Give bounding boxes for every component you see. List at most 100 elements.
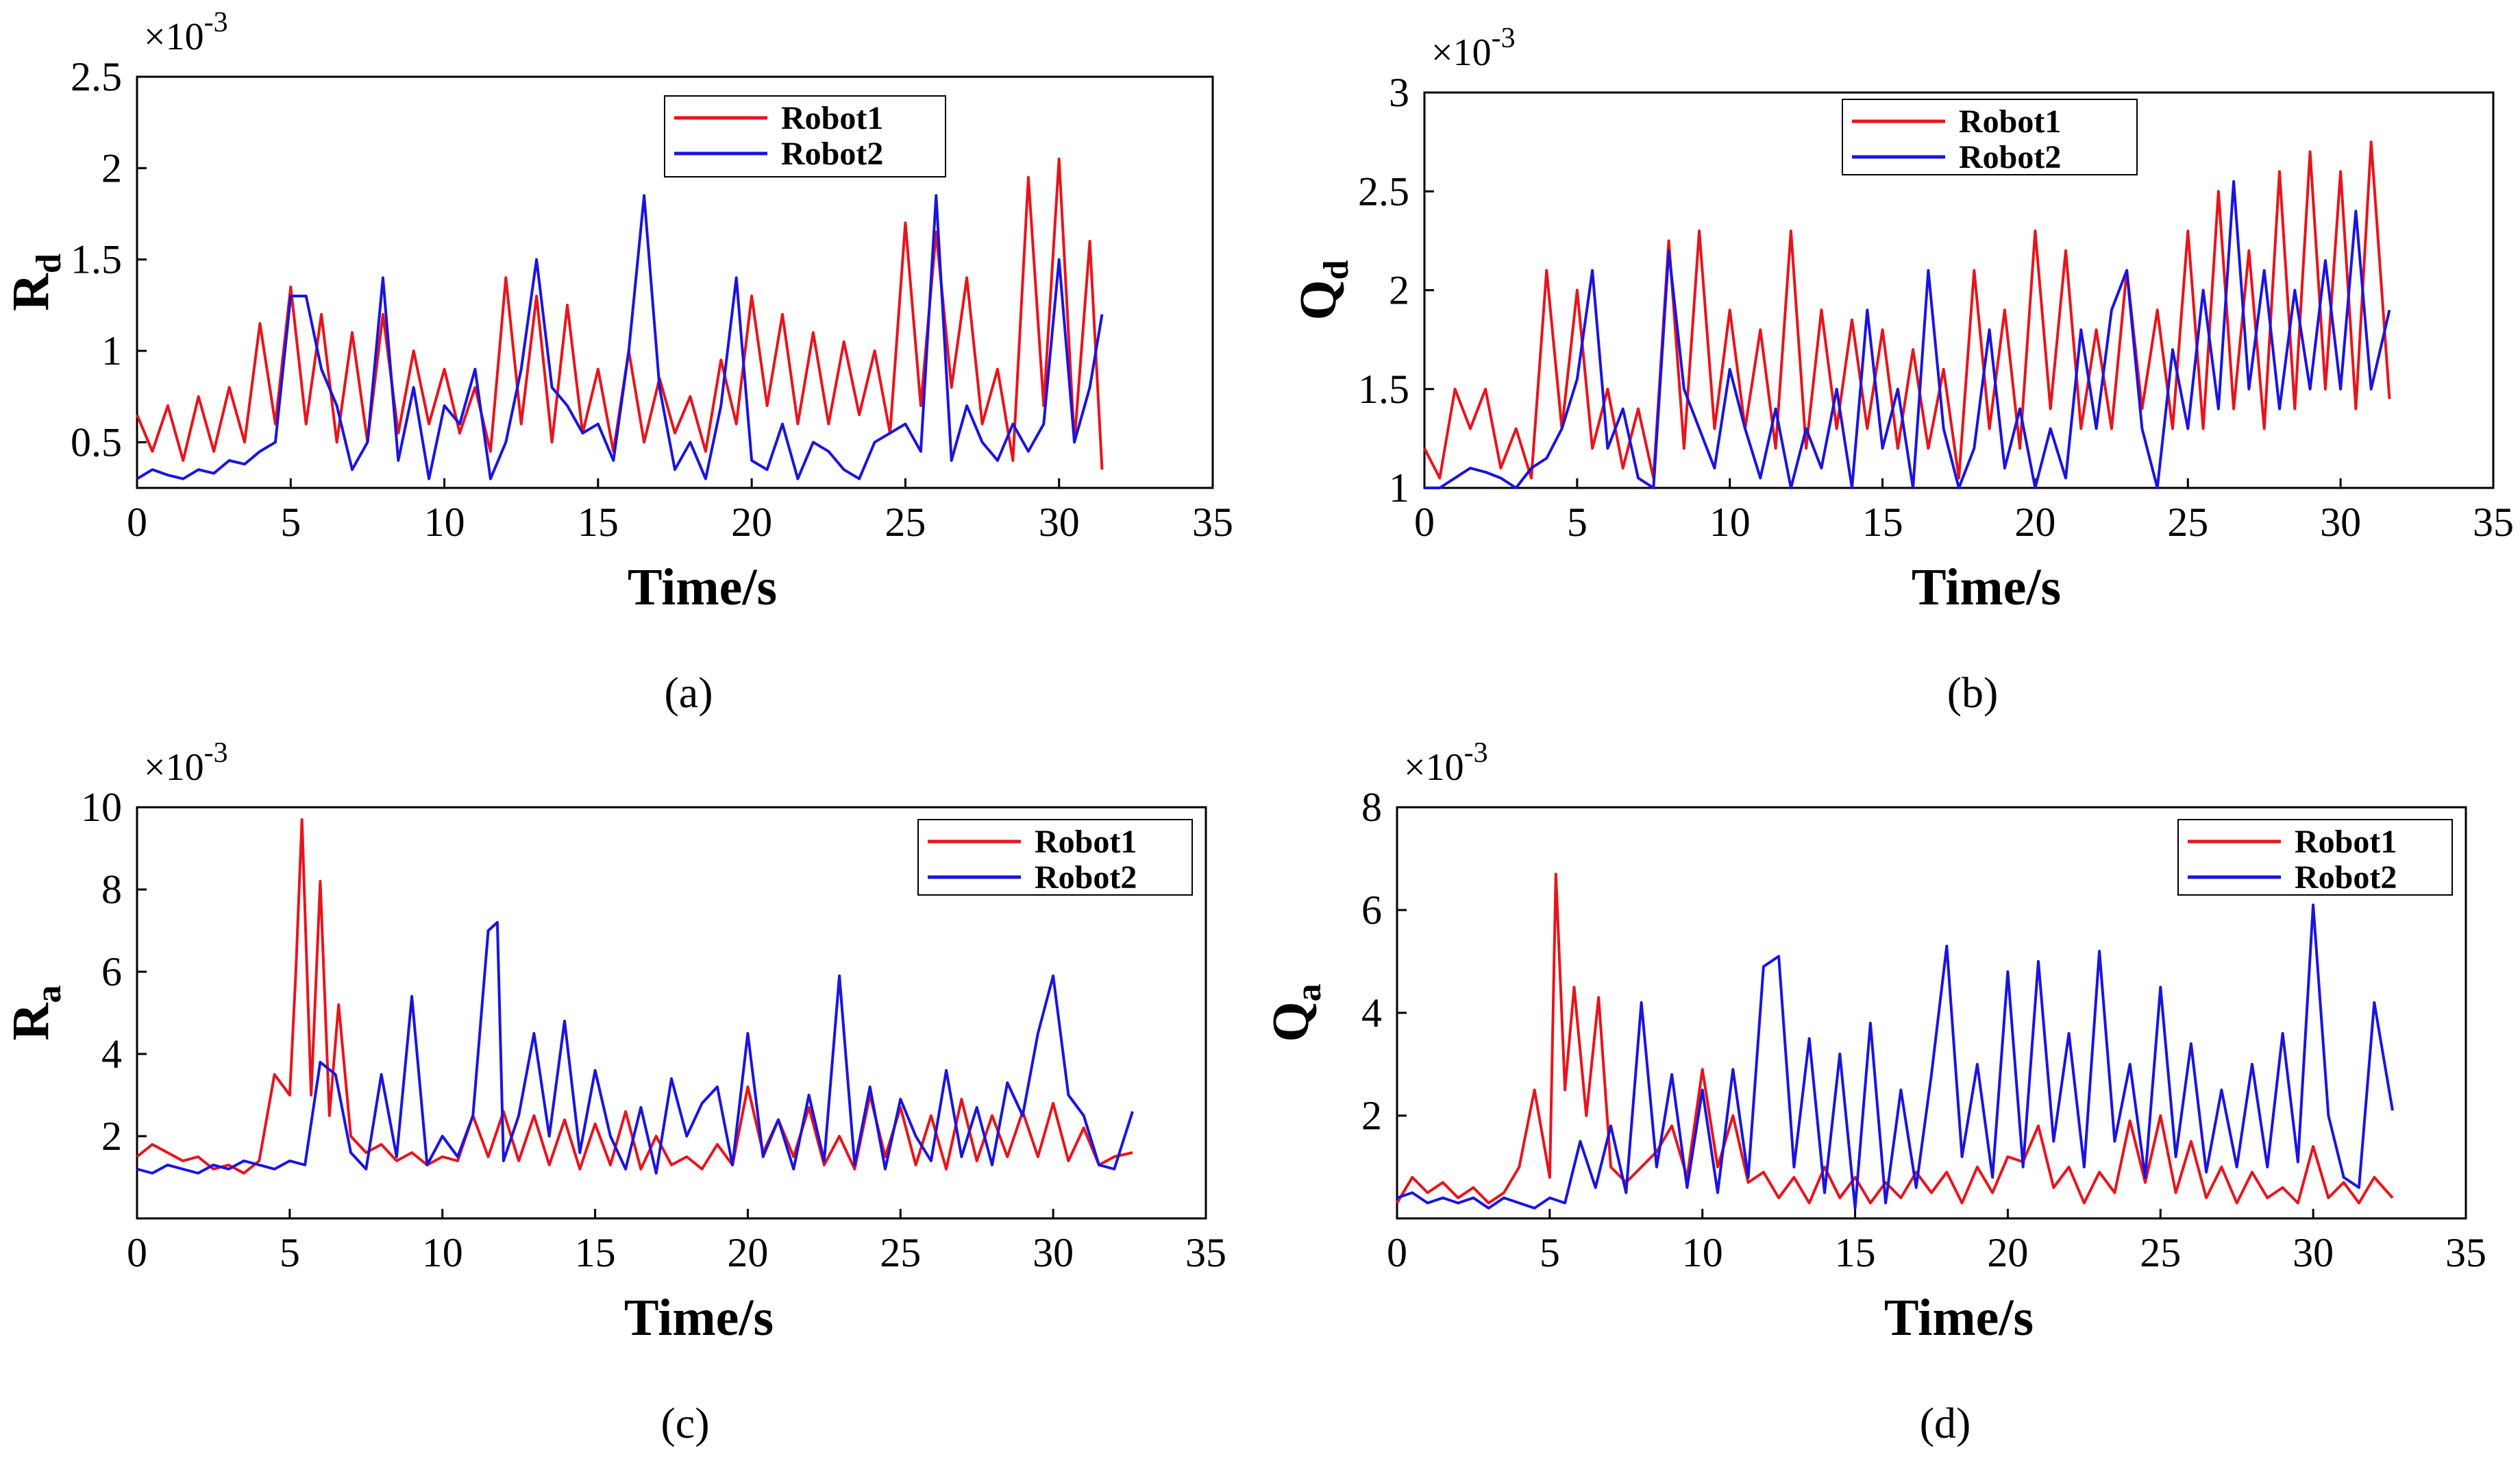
- x-tick-label: 30: [2293, 1230, 2334, 1275]
- x-tick-label: 20: [2014, 500, 2055, 545]
- plot-frame: [136, 75, 1214, 489]
- panel-label: (d): [1920, 1399, 1971, 1447]
- x-tick-label: 20: [731, 500, 772, 545]
- legend-box: [1842, 99, 2138, 175]
- panel-a: 0 5 10 15 20 25 30 35 0.5 1 1.5 2 2.5 ×10-3 Rd Time/s (a…: [0, 0, 1260, 730]
- plot-frame: [136, 806, 1207, 1220]
- x-tick-label: 15: [1835, 1230, 1876, 1275]
- axis-multiplier-base: ×10: [144, 746, 204, 789]
- y-axis-label-sub: d: [1317, 260, 1356, 280]
- x-tick-label: 10: [1709, 500, 1751, 545]
- legend-label-robot1: Robot1: [1035, 824, 1137, 860]
- x-tick-label: 10: [424, 500, 465, 545]
- y-tick-label: 6: [1361, 887, 1382, 933]
- x-tick-label: 0: [127, 1230, 147, 1275]
- y-tick-label: 1.5: [71, 237, 122, 282]
- x-tick-label: 35: [2445, 1230, 2486, 1275]
- chart-svg: 0 5 10 15 20 25 30 35 2 4 6 8 ×10-3 Qa Time/s (d) Robot1…: [1262, 737, 2486, 1447]
- series-line-robot2: [136, 921, 1134, 1175]
- legend-label-robot1: Robot1: [1959, 103, 2061, 140]
- y-tick-label: 2.5: [71, 54, 122, 99]
- legend-label-robot1: Robot1: [2295, 824, 2397, 860]
- legend-box: [2177, 819, 2453, 896]
- panel-label: (b): [1947, 668, 1999, 717]
- y-tick-label: 1: [1389, 465, 1409, 511]
- axis-multiplier-exponent: -3: [1464, 737, 1488, 769]
- x-tick-label: 30: [2320, 500, 2361, 545]
- axis-multiplier-exponent: -3: [204, 7, 228, 38]
- x-tick-label: 0: [1387, 1230, 1407, 1275]
- x-tick-label: 25: [880, 1230, 921, 1275]
- y-axis-label-sub: a: [29, 985, 69, 1003]
- axis-multiplier: ×10-3: [1431, 23, 1516, 74]
- y-axis-label: Qa: [1262, 983, 1329, 1042]
- axis-multiplier-base: ×10: [1431, 32, 1492, 74]
- axis-multiplier-base: ×10: [1404, 746, 1464, 789]
- series-line-robot2: [136, 194, 1104, 480]
- axis-multiplier: ×10-3: [144, 737, 228, 789]
- y-axis-label-main: R: [2, 1002, 60, 1040]
- x-tick-label: 25: [2167, 500, 2208, 545]
- y-axis-label-sub: d: [29, 254, 69, 273]
- y-axis-label-main: R: [2, 273, 60, 311]
- x-axis-label: Time/s: [624, 1289, 774, 1347]
- panel-d: 0 5 10 15 20 25 30 35 2 4 6 8 ×10-3 Qa Time/s (d) Robot1…: [1260, 730, 2520, 1461]
- panel-b: 0 5 10 15 20 25 30 35 1 1.5 2 2.5 3 ×10-3 Qd Time/s (b) R…: [1260, 0, 2520, 730]
- x-tick-label: 15: [578, 500, 619, 545]
- y-tick-label: 2: [101, 145, 122, 191]
- x-tick-label: 5: [1567, 500, 1588, 545]
- series-line-robot1: [1423, 140, 2391, 480]
- x-axis-label: Time/s: [1884, 1289, 2034, 1347]
- y-tick-label: 2: [1389, 268, 1409, 313]
- panel-c: 0 5 10 15 20 25 30 35 2 4 6 8 10 ×10-3 Ra Time/s (c) Robo…: [0, 730, 1260, 1461]
- axis-multiplier: ×10-3: [144, 7, 228, 58]
- y-tick-label: 6: [101, 949, 122, 994]
- x-tick-label: 10: [1682, 1230, 1723, 1275]
- legend-box: [664, 95, 946, 177]
- legend-box: [917, 819, 1193, 896]
- y-axis-label-sub: a: [1289, 983, 1329, 1001]
- legend-label-robot2: Robot2: [1959, 139, 2061, 175]
- x-tick-label: 35: [2473, 500, 2514, 545]
- y-tick-label: 4: [1361, 990, 1382, 1035]
- series-line-robot2: [1424, 180, 2391, 489]
- y-tick-label: 8: [1361, 785, 1382, 830]
- axis-multiplier-exponent: -3: [1492, 23, 1516, 54]
- x-tick-label: 25: [2140, 1230, 2181, 1275]
- legend-label-robot2: Robot2: [2295, 859, 2397, 896]
- x-tick-label: 5: [280, 500, 301, 545]
- y-axis-label: Qd: [1289, 260, 1356, 320]
- x-tick-label: 15: [1862, 500, 1903, 545]
- x-tick-label: 5: [280, 1230, 300, 1275]
- y-axis-label: Ra: [2, 985, 69, 1041]
- x-tick-label: 20: [1987, 1230, 2028, 1275]
- x-tick-label: 35: [1185, 1230, 1226, 1275]
- y-tick-label: 8: [101, 867, 122, 912]
- x-tick-label: 15: [575, 1230, 616, 1275]
- y-tick-label: 10: [81, 785, 122, 830]
- x-tick-label: 20: [727, 1230, 768, 1275]
- axis-multiplier-base: ×10: [144, 16, 204, 58]
- x-tick-label: 0: [127, 500, 147, 545]
- x-tick-label: 35: [1192, 500, 1233, 545]
- axis-multiplier-exponent: -3: [204, 737, 228, 769]
- series-line-robot2: [1396, 903, 2394, 1210]
- y-tick-label: 1.5: [1358, 367, 1409, 412]
- panel-label: (c): [660, 1399, 709, 1447]
- x-tick-label: 25: [885, 500, 926, 545]
- y-tick-label: 2: [101, 1114, 122, 1159]
- panel-label: (a): [664, 668, 713, 717]
- x-axis-label: Time/s: [1912, 558, 2061, 616]
- y-tick-label: 2: [1361, 1093, 1382, 1138]
- x-tick-label: 5: [1540, 1230, 1560, 1275]
- y-axis-label-main: Q: [1289, 280, 1347, 320]
- y-tick-label: 3: [1389, 70, 1409, 115]
- legend-label-robot2: Robot2: [781, 136, 883, 172]
- chart-svg: 0 5 10 15 20 25 30 35 1 1.5 2 2.5 3 ×10-3 Qd Time/s (b) R…: [1289, 23, 2514, 717]
- y-tick-label: 4: [101, 1031, 122, 1077]
- axis-multiplier: ×10-3: [1404, 737, 1488, 789]
- x-tick-label: 0: [1414, 500, 1435, 545]
